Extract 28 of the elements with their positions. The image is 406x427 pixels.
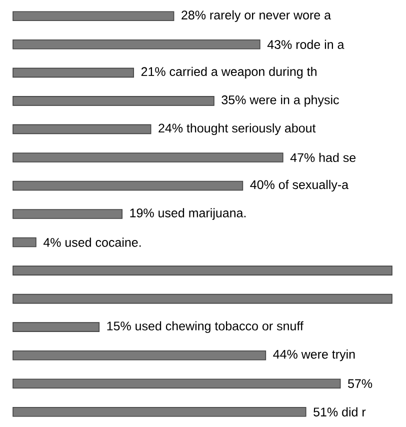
data-label: 35% were in a physic [222, 95, 339, 107]
bar [12, 322, 100, 332]
data-label: 28% rarely or never wore a [182, 10, 332, 22]
data-label: 44% were tryin [273, 350, 355, 362]
bar [12, 152, 284, 162]
bar [12, 68, 134, 78]
data-label: 15% used chewing tobacco or snuff [107, 321, 304, 333]
data-label: 24% thought seriously about [158, 123, 316, 136]
bar [12, 180, 244, 191]
bar [12, 40, 260, 50]
bar [12, 406, 306, 417]
bar [12, 209, 123, 219]
bar [12, 350, 266, 360]
bar [12, 266, 392, 276]
bar [12, 237, 36, 248]
data-label: 19% used marijuana. [130, 208, 246, 220]
data-label: 4% used cocaine. [43, 238, 141, 247]
data-label: 43% rode in a [267, 40, 344, 49]
bar [12, 96, 214, 106]
bar [12, 378, 341, 389]
data-label: 51% did r [314, 407, 366, 416]
data-label: 21% carried a weapon during th [141, 66, 316, 78]
data-label: 40% of sexually-a [250, 180, 349, 192]
bar [12, 11, 174, 22]
data-label: 57% [348, 379, 372, 388]
bar [12, 124, 152, 134]
data-label: 47% had se [290, 152, 356, 162]
bar [12, 294, 392, 304]
